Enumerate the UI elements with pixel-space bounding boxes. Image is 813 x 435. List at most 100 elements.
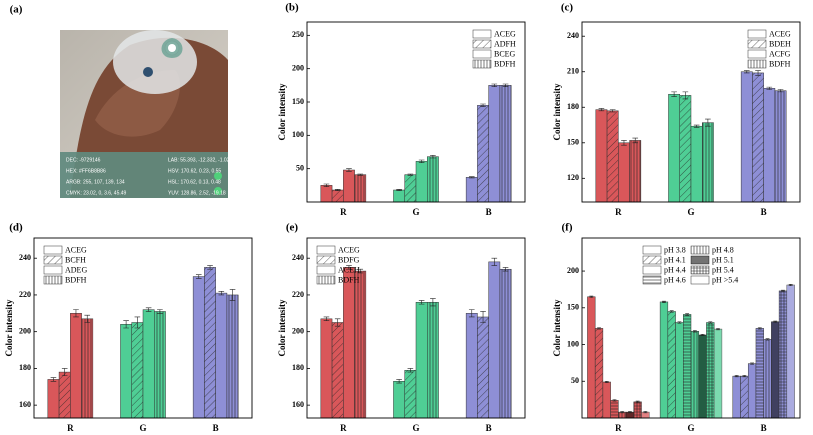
bar: [690, 125, 703, 203]
x-tick-label: G: [687, 207, 694, 217]
legend-swatch: [642, 255, 662, 265]
bar: [427, 302, 439, 419]
y-tick-label: 180: [292, 363, 304, 372]
legend-label: BCEG: [494, 49, 516, 58]
legend-swatch: [690, 255, 710, 265]
error-bar: [677, 321, 682, 324]
plot: 160 180 200 220 240 Color intensity R G B ACEGBCF…: [4, 237, 253, 433]
color-readout: HSL: 170.62, 0.13, 0.48: [168, 179, 221, 185]
bar: [58, 371, 71, 419]
legend-swatch: [316, 255, 336, 265]
legend-label: ACEG: [494, 29, 516, 38]
y-tick-label: 220: [292, 290, 304, 299]
bar: [747, 363, 757, 419]
x-tick-label: R: [340, 423, 347, 433]
legend-label: ACEH: [338, 265, 360, 274]
y-tick-label: 210: [567, 67, 579, 76]
bar: [142, 309, 155, 419]
bar: [602, 381, 611, 419]
bar: [320, 185, 333, 203]
error-bar: [755, 70, 761, 76]
y-tick-label: 160: [19, 400, 31, 409]
error-bar: [61, 368, 68, 377]
error-bar: [662, 300, 666, 303]
bar: [404, 369, 417, 419]
x-tick-label: R: [340, 207, 347, 217]
bar: [755, 328, 764, 419]
bar: [427, 156, 439, 203]
x-tick-label: G: [139, 423, 146, 433]
panel-label: (d): [9, 222, 23, 234]
legend-swatch: [747, 59, 767, 69]
error-bar: [396, 189, 402, 191]
x-tick-label: R: [615, 207, 622, 217]
legend-label: BCFH: [65, 255, 86, 264]
bar: [633, 401, 642, 419]
error-bar: [734, 375, 739, 378]
bar: [415, 161, 428, 203]
legend-swatch: [316, 275, 336, 285]
x-tick-label: G: [687, 423, 694, 433]
error-bar: [620, 411, 625, 414]
error-bar: [700, 333, 705, 337]
error-bar: [597, 327, 601, 330]
error-bar: [418, 300, 425, 305]
legend-swatch: [690, 245, 710, 255]
error-bar: [742, 375, 747, 378]
error-bar: [635, 400, 640, 403]
bar: [606, 110, 619, 203]
bar: [706, 322, 715, 419]
legend-swatch: [747, 39, 767, 49]
y-tick-label: 100: [567, 339, 579, 348]
x-tick-label: B: [761, 207, 767, 217]
error-bar: [480, 103, 486, 107]
error-bar: [777, 89, 784, 93]
legend-label: pH 4.8: [712, 245, 734, 254]
error-bar: [669, 310, 674, 313]
error-bar: [604, 380, 609, 384]
bar: [679, 95, 692, 203]
legend-label: ACEG: [65, 245, 87, 254]
color-readout: YUV: 128.86, 2.52, -19.18: [168, 190, 226, 196]
panel-label: (e): [286, 222, 299, 234]
bar: [131, 322, 144, 419]
error-bar: [627, 411, 632, 414]
bar: [343, 169, 355, 203]
error-bar: [609, 109, 616, 113]
legend-swatch: [472, 29, 492, 39]
y-tick-label: 50: [571, 376, 579, 385]
y-axis-title: Color intensity: [277, 299, 287, 357]
bar: [683, 314, 692, 419]
bar: [786, 284, 795, 419]
bar: [415, 302, 428, 419]
bar: [354, 174, 367, 203]
error-bar: [123, 320, 129, 329]
error-bar: [671, 91, 677, 97]
x-tick-label: G: [412, 423, 419, 433]
bar: [81, 318, 94, 419]
x-tick-label: G: [412, 207, 419, 217]
y-tick-label: 240: [292, 253, 304, 262]
error-bar: [708, 321, 713, 324]
y-tick-label: 50: [296, 163, 304, 172]
x-tick-label: R: [615, 423, 622, 433]
error-bar: [612, 399, 617, 402]
error-bar: [589, 295, 594, 298]
bar: [778, 290, 788, 419]
error-bar: [502, 83, 509, 87]
color-readout: HEX: #FF6B8B86: [66, 168, 106, 174]
panel-label: (b): [285, 2, 299, 14]
bar: [610, 400, 619, 419]
legend-swatch: [316, 265, 336, 275]
panel-label: (f): [562, 222, 573, 234]
y-tick-label: 200: [567, 266, 579, 275]
bar: [393, 381, 405, 419]
error-bar: [598, 108, 605, 112]
y-tick-label: 180: [567, 102, 579, 111]
error-bar: [632, 137, 639, 144]
color-readout: LAB: 55.393, -12.332, -1.023: [168, 157, 232, 163]
bar: [404, 174, 417, 203]
bar: [393, 189, 405, 203]
legend-label: BDFG: [338, 255, 360, 264]
